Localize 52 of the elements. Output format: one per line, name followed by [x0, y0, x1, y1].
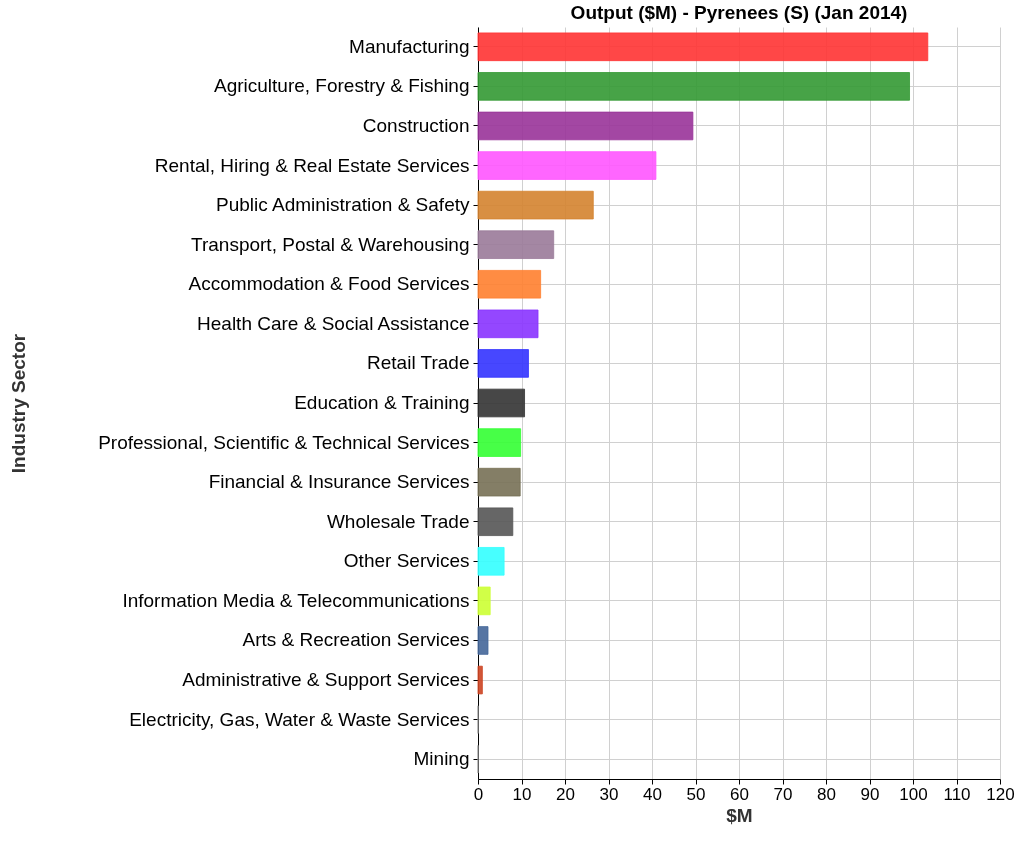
y-tick-label: Education & Training — [294, 392, 470, 413]
y-tick-label: Wholesale Trade — [326, 510, 470, 532]
x-tick-label: 10 — [512, 784, 532, 804]
bar — [477, 665, 483, 695]
bar — [477, 111, 694, 141]
x-tick-label: 0 — [473, 784, 484, 804]
bar — [477, 230, 555, 260]
bar — [477, 507, 514, 537]
bar — [477, 428, 522, 457]
y-tick-label: Administrative & Support Services — [182, 669, 470, 691]
y-tick-label: Arts & Recreation Services — [242, 629, 470, 651]
x-tick-label: 60 — [730, 784, 749, 804]
bar — [477, 546, 505, 576]
y-tick-label: Financial & Insurance Services — [208, 471, 470, 493]
y-tick-label: Accommodation & Food Services — [188, 273, 470, 295]
x-tick-label: 120 — [986, 784, 1015, 804]
y-tick-label: Public Administration & Safety — [216, 194, 470, 216]
y-tick-label: Construction — [362, 114, 470, 136]
bar — [477, 586, 491, 616]
bar — [477, 388, 526, 418]
y-tick-label: Retail Trade — [367, 352, 470, 374]
x-tick-label: 80 — [817, 784, 836, 804]
y-tick-label: Transport, Postal & Warehousing — [191, 233, 470, 255]
y-tick-label: Mining — [413, 748, 470, 770]
bar — [477, 269, 542, 299]
x-axis-title: $M — [726, 804, 753, 826]
y-tick-label: Other Services — [343, 550, 470, 572]
bar — [477, 190, 594, 220]
bar — [477, 349, 529, 378]
x-tick-label: 30 — [599, 784, 619, 804]
bar — [477, 626, 489, 655]
x-tick-label: 70 — [773, 784, 793, 804]
y-tick-label: Health Care & Social Assistance — [197, 312, 470, 334]
x-tick-label: 20 — [556, 784, 575, 804]
x-tick-label: 40 — [643, 784, 662, 804]
bar — [477, 309, 539, 339]
chart-title: Output ($M) - Pyrenees (S) (Jan 2014) — [570, 2, 908, 23]
x-tick-label: 100 — [899, 784, 928, 804]
bar — [477, 32, 929, 62]
y-tick-label: Rental, Hiring & Real Estate Services — [154, 154, 470, 176]
y-tick-label: Information Media & Telecommunications — [122, 589, 470, 611]
bar — [477, 72, 911, 101]
y-tick-label: Electricity, Gas, Water & Waste Services — [129, 708, 470, 730]
y-tick-label: Professional, Scientific & Technical Services — [98, 431, 470, 453]
x-tick-label: 90 — [860, 784, 880, 804]
x-tick-label: 50 — [686, 784, 706, 804]
y-tick-label: Manufacturing — [349, 35, 470, 57]
bar — [477, 467, 521, 497]
x-tick-label: 110 — [943, 784, 971, 804]
y-tick-label: Agriculture, Forestry & Fishing — [213, 75, 470, 97]
y-axis-title: Industry Sector — [7, 333, 29, 474]
bar — [477, 151, 657, 180]
